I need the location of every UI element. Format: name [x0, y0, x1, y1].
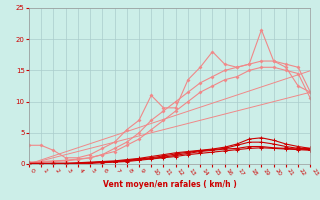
X-axis label: Vent moyen/en rafales ( km/h ): Vent moyen/en rafales ( km/h )	[103, 180, 236, 189]
